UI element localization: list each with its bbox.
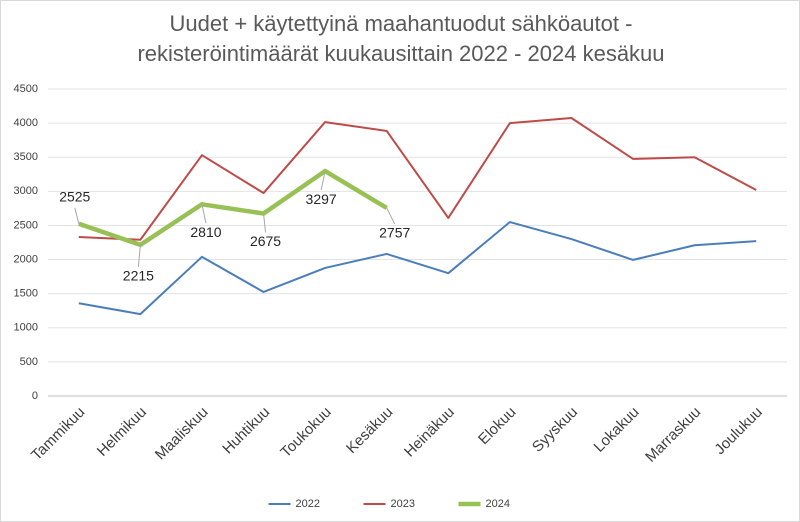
series-line xyxy=(78,221,757,316)
y-tick-label: 0 xyxy=(32,390,38,402)
data-label: 3297 xyxy=(306,191,337,207)
series-line xyxy=(78,116,757,241)
y-tick-label: 3500 xyxy=(14,151,38,163)
y-tick-label: 2500 xyxy=(14,219,38,231)
leader-line xyxy=(201,204,207,224)
x-tick-label: Huhtikuu xyxy=(219,404,273,458)
leader-line xyxy=(74,207,80,224)
y-tick-label: 500 xyxy=(20,356,38,368)
x-tick-label: Helmikuu xyxy=(94,404,150,460)
legend-label: 2022 xyxy=(296,498,320,510)
chart-title: rekisteröintimäärät kuukausittain 2022 -… xyxy=(137,41,664,66)
leader-line xyxy=(320,170,326,191)
chart-title: Uudet + käytettyinä maahantuodut sähköau… xyxy=(170,11,633,36)
y-tick-label: 4500 xyxy=(14,83,38,95)
legend-label: 2023 xyxy=(391,498,415,510)
leader-line xyxy=(137,244,141,267)
x-tick-label: Elokuu xyxy=(475,404,519,448)
data-label: 2525 xyxy=(59,188,90,204)
x-tick-label: Maaliskuu xyxy=(152,404,212,464)
y-tick-label: 1000 xyxy=(14,322,38,334)
x-tick-label: Heinäkuu xyxy=(401,404,458,461)
data-label: 2757 xyxy=(379,225,410,241)
y-tick-label: 2000 xyxy=(14,253,38,265)
series-line xyxy=(78,168,388,248)
x-tick-label: Kesäkuu xyxy=(343,404,396,457)
data-label: 2810 xyxy=(190,224,221,240)
x-tick-label: Tammikuu xyxy=(28,404,88,464)
data-label: 2215 xyxy=(123,268,154,284)
y-tick-label: 1500 xyxy=(14,288,38,300)
y-tick-label: 3000 xyxy=(14,185,38,197)
y-tick-label: 4000 xyxy=(14,117,38,129)
x-tick-label: Joulukuu xyxy=(711,404,765,458)
x-tick-label: Lokakuu xyxy=(591,404,643,456)
x-tick-label: Toukokuu xyxy=(277,404,334,461)
legend-label: 2024 xyxy=(486,498,510,510)
leader-line xyxy=(263,213,267,233)
leader-line xyxy=(386,207,396,225)
x-tick-label: Syyskuu xyxy=(529,404,581,456)
x-tick-label: Marraskuu xyxy=(642,404,704,466)
data-label: 2675 xyxy=(250,233,281,249)
